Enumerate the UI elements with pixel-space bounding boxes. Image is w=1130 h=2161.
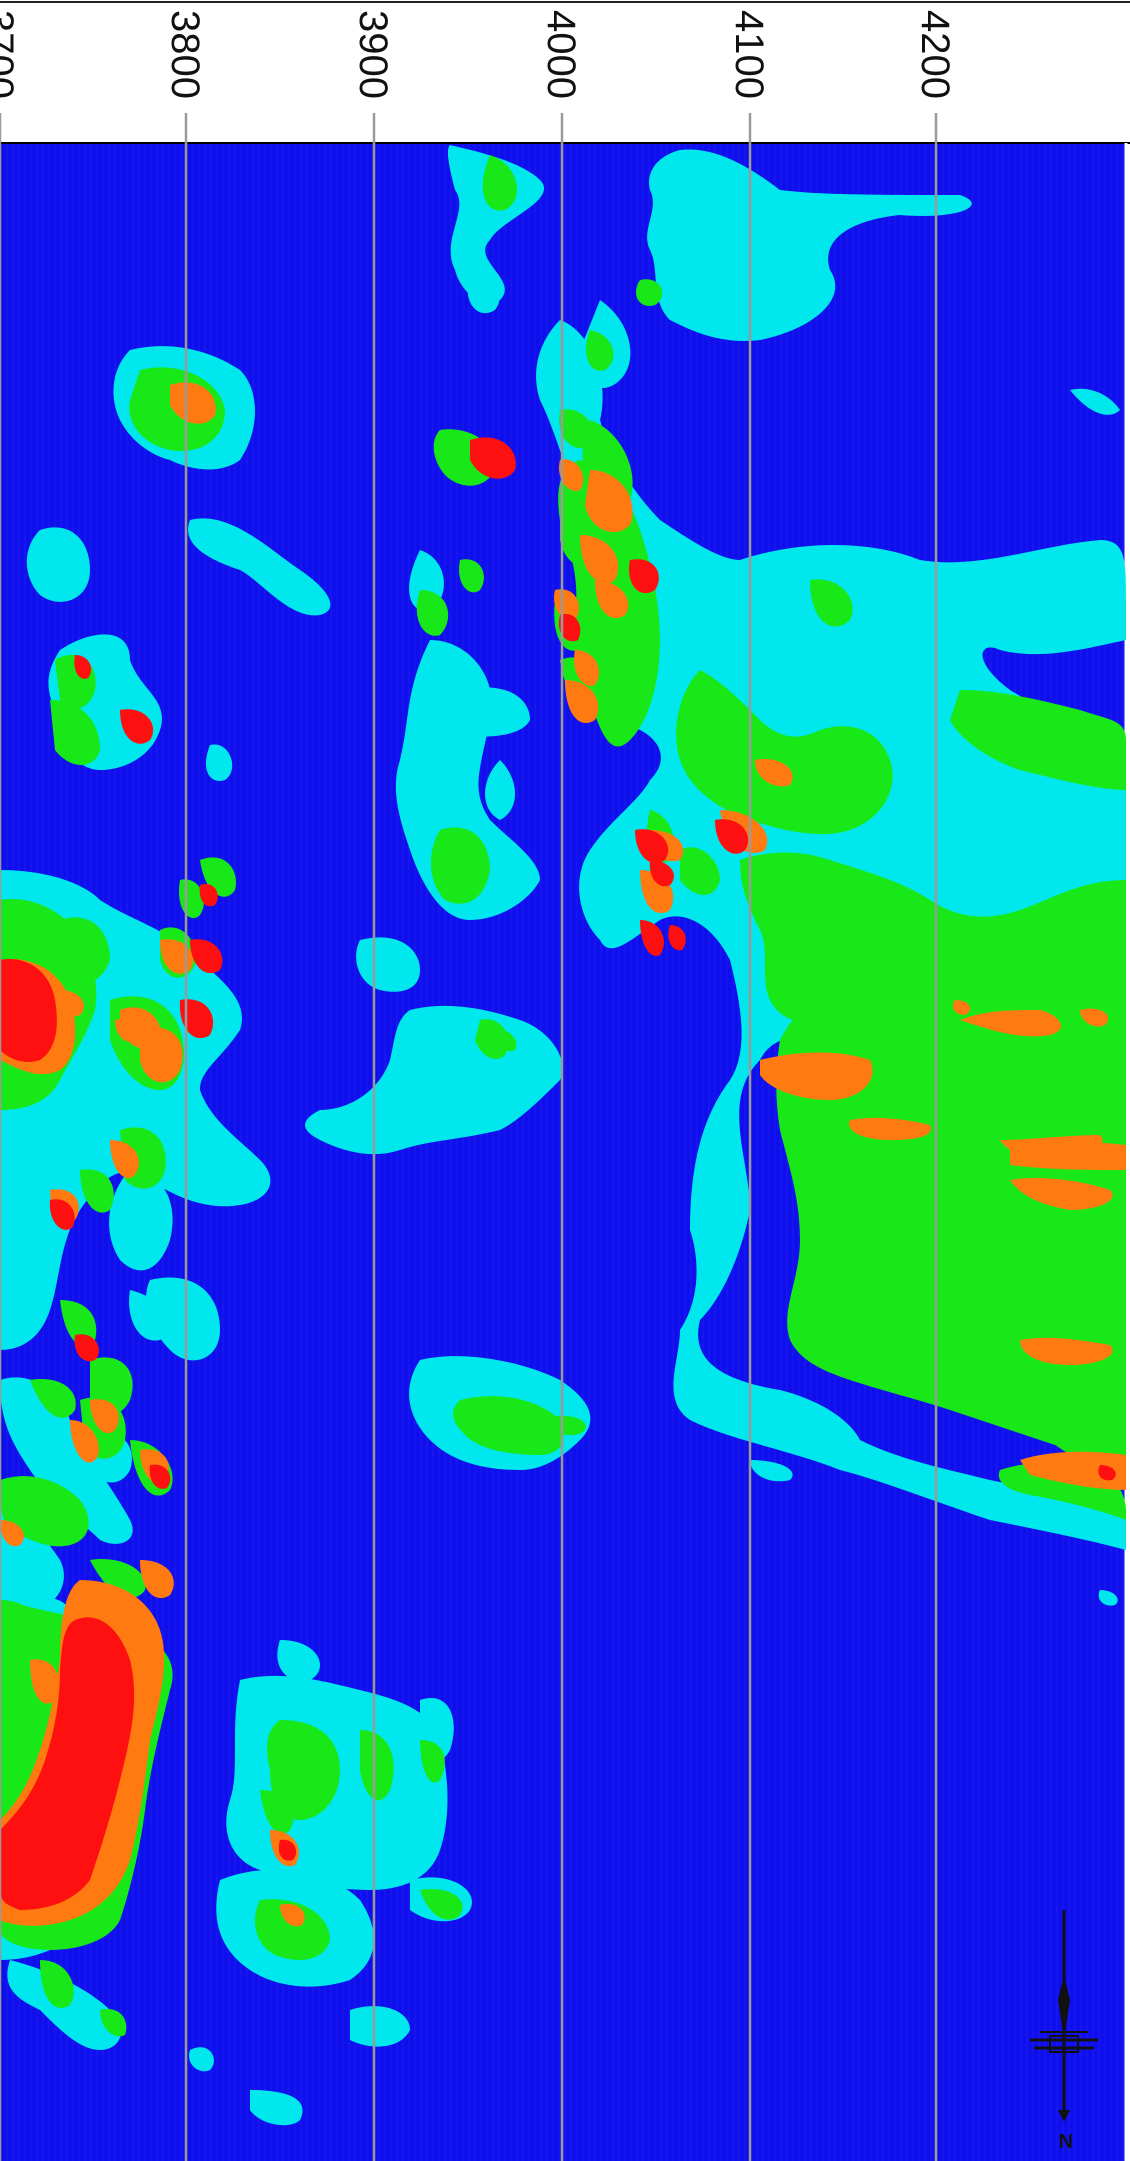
tick-label: 4100 [727, 10, 771, 99]
grid-lines [0, 113, 938, 2161]
north-label: N [1059, 2129, 1073, 2151]
tick-label: 4000 [539, 10, 583, 99]
north-arrow-icon: N [1030, 1910, 1098, 2151]
tick-label: 3800 [163, 10, 207, 99]
tick-label: 3700 [0, 10, 21, 99]
tick-label: 3900 [351, 10, 395, 99]
anomaly-very-high-layer [0, 437, 1116, 1910]
axis-tick-labels: 3700 3800 3900 4000 4100 4200 [0, 10, 957, 99]
axis-header [0, 0, 1130, 143]
tick-label: 4200 [913, 10, 957, 99]
